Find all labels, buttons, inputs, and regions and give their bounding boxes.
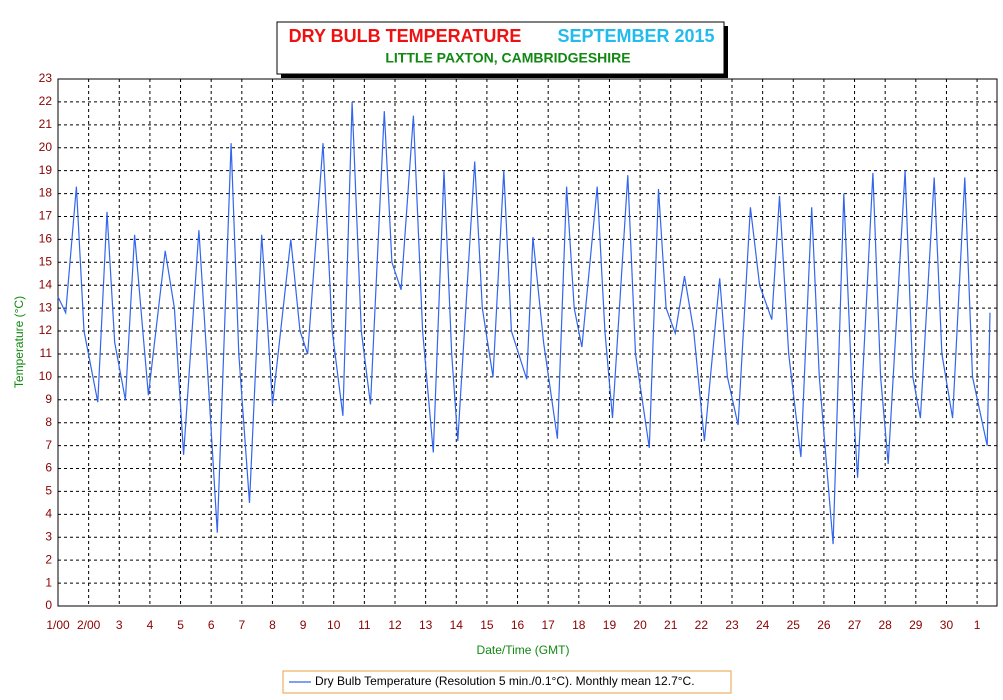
y-tick-label: 6 [45,461,52,475]
y-tick-label: 5 [45,484,52,498]
y-tick-label: 12 [39,323,53,337]
x-tick-label: 16 [511,618,525,632]
x-tick-label: 7 [238,618,245,632]
x-tick-label: 1 [974,618,981,632]
x-tick-label: 19 [603,618,617,632]
y-tick-label: 10 [39,369,53,383]
chart-subtitle: LITTLE PAXTON, CAMBRIDGESHIRE [385,50,630,66]
y-tick-label: 17 [39,209,53,223]
x-tick-label: 11 [358,618,371,632]
y-tick-label: 15 [39,254,53,268]
x-tick-label: 4 [147,618,154,632]
x-tick-label: 3 [116,618,123,632]
x-tick-label: 22 [695,618,709,632]
y-tick-label: 13 [39,300,53,314]
x-axis-label: Date/Time (GMT) [477,643,570,657]
x-tick-label: 12 [388,618,402,632]
x-tick-label: 29 [909,618,923,632]
title-box [276,21,725,75]
chart-period: SEPTEMBER 2015 [557,26,714,46]
x-tick-label: 18 [572,618,586,632]
x-tick-label: 17 [541,618,555,632]
y-tick-label: 16 [39,232,53,246]
y-tick-label: 9 [45,392,52,406]
x-tick-label: 24 [756,618,770,632]
x-tick-label: 27 [848,618,862,632]
y-tick-label: 14 [39,277,53,291]
y-tick-label: 2 [45,552,52,566]
y-tick-label: 19 [39,163,53,177]
x-tick-label: 13 [419,618,433,632]
y-tick-label: 1 [45,575,52,589]
plot-frame [57,78,998,607]
x-tick-label: 15 [480,618,494,632]
y-tick-label: 3 [45,529,52,543]
y-tick-label: 7 [45,438,52,452]
x-tick-label: 28 [878,618,892,632]
x-tick-label: 8 [269,618,276,632]
x-tick-label: 2/00 [77,618,101,632]
y-axis-label: Temperature (°C) [12,296,26,388]
x-tick-label: 25 [787,618,801,632]
x-tick-label: 30 [940,618,954,632]
y-tick-label: 21 [39,117,53,131]
x-tick-label: 10 [327,618,341,632]
x-tick-label: 23 [725,618,739,632]
chart-title: DRY BULB TEMPERATURE [289,26,522,46]
legend-box [282,670,732,694]
x-tick-label: 21 [664,618,678,632]
y-tick-label: 0 [45,598,52,612]
x-tick-label: 20 [633,618,647,632]
y-tick-label: 22 [39,94,53,108]
x-tick-label: 1/00 [46,618,70,632]
x-tick-label: 9 [300,618,307,632]
y-tick-label: 11 [40,346,53,360]
y-tick-label: 8 [45,415,52,429]
y-tick-label: 23 [39,71,53,85]
temperature-line [57,101,991,545]
x-tick-label: 14 [450,618,464,632]
y-tick-label: 4 [45,507,52,521]
x-tick-label: 6 [208,618,215,632]
x-tick-label: 26 [817,618,831,632]
x-tick-label: 5 [177,618,184,632]
y-tick-label: 20 [39,140,53,154]
y-tick-label: 18 [39,186,53,200]
legend-label: Dry Bulb Temperature (Resolution 5 min./… [315,674,695,688]
